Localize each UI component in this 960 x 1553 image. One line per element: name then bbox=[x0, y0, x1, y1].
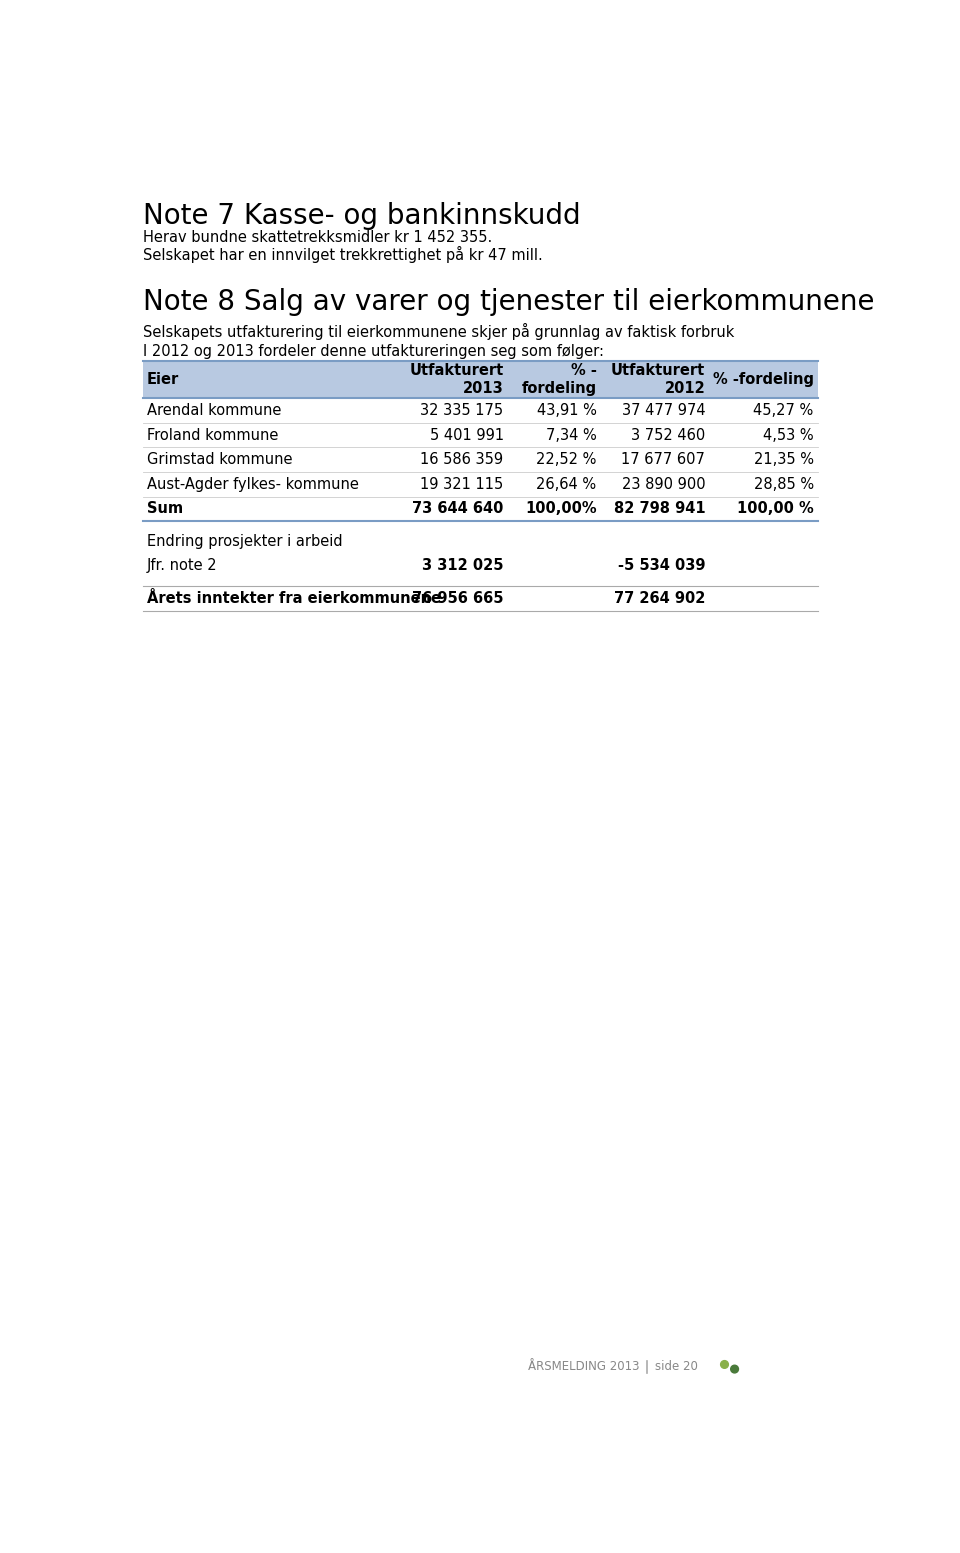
Text: 26,64 %: 26,64 % bbox=[537, 477, 596, 492]
Text: Eier: Eier bbox=[147, 373, 180, 387]
Circle shape bbox=[721, 1360, 729, 1368]
Text: 22,52 %: 22,52 % bbox=[537, 452, 596, 467]
Text: 19 321 115: 19 321 115 bbox=[420, 477, 504, 492]
Text: 37 477 974: 37 477 974 bbox=[621, 402, 706, 418]
Text: 45,27 %: 45,27 % bbox=[754, 402, 814, 418]
Text: Note 7 Kasse- og bankinnskudd: Note 7 Kasse- og bankinnskudd bbox=[143, 202, 581, 230]
Text: Årets inntekter fra eierkommunene: Årets inntekter fra eierkommunene bbox=[147, 590, 442, 606]
Text: 3 752 460: 3 752 460 bbox=[631, 427, 706, 443]
Text: 5 401 991: 5 401 991 bbox=[429, 427, 504, 443]
Text: 23 890 900: 23 890 900 bbox=[621, 477, 706, 492]
Text: 43,91 %: 43,91 % bbox=[537, 402, 596, 418]
Text: 82 798 941: 82 798 941 bbox=[613, 502, 706, 517]
Text: -5 534 039: -5 534 039 bbox=[617, 559, 706, 573]
Text: % -
fordeling: % - fordeling bbox=[521, 363, 596, 396]
Text: 21,35 %: 21,35 % bbox=[754, 452, 814, 467]
Text: Jfr. note 2: Jfr. note 2 bbox=[147, 559, 218, 573]
Text: 17 677 607: 17 677 607 bbox=[621, 452, 706, 467]
Text: 7,34 %: 7,34 % bbox=[546, 427, 596, 443]
Text: Note 8 Salg av varer og tjenester til eierkommunene: Note 8 Salg av varer og tjenester til ei… bbox=[143, 287, 875, 315]
Text: Aust-Agder fylkes- kommune: Aust-Agder fylkes- kommune bbox=[147, 477, 359, 492]
Bar bbox=[143, 362, 818, 398]
Text: 100,00 %: 100,00 % bbox=[737, 502, 814, 517]
Text: 32 335 175: 32 335 175 bbox=[420, 402, 504, 418]
Text: 3 312 025: 3 312 025 bbox=[422, 559, 504, 573]
Text: 28,85 %: 28,85 % bbox=[754, 477, 814, 492]
Text: 16 586 359: 16 586 359 bbox=[420, 452, 504, 467]
Text: Sum: Sum bbox=[147, 502, 183, 517]
Text: 77 264 902: 77 264 902 bbox=[613, 590, 706, 606]
Text: side 20: side 20 bbox=[655, 1360, 698, 1373]
Text: Selskapet har en innvilget trekkrettighet på kr 47 mill.: Selskapet har en innvilget trekkrettighe… bbox=[143, 245, 543, 262]
Circle shape bbox=[731, 1365, 738, 1373]
Text: 4,53 %: 4,53 % bbox=[763, 427, 814, 443]
Text: % -fordeling: % -fordeling bbox=[712, 373, 814, 387]
Text: Utfakturert
2013: Utfakturert 2013 bbox=[409, 363, 504, 396]
Text: 73 644 640: 73 644 640 bbox=[412, 502, 504, 517]
Text: I 2012 og 2013 fordeler denne utfaktureringen seg som følger:: I 2012 og 2013 fordeler denne utfakturer… bbox=[143, 345, 604, 359]
Text: Froland kommune: Froland kommune bbox=[147, 427, 278, 443]
Text: Selskapets utfakturering til eierkommunene skjer på grunnlag av faktisk forbruk: Selskapets utfakturering til eierkommune… bbox=[143, 323, 734, 340]
Text: Arendal kommune: Arendal kommune bbox=[147, 402, 281, 418]
Text: ÅRSMELDING 2013: ÅRSMELDING 2013 bbox=[528, 1360, 639, 1373]
Text: Endring prosjekter i arbeid: Endring prosjekter i arbeid bbox=[147, 534, 343, 548]
Text: Grimstad kommune: Grimstad kommune bbox=[147, 452, 293, 467]
Text: Herav bundne skattetrekksmidler kr 1 452 355.: Herav bundne skattetrekksmidler kr 1 452… bbox=[143, 230, 492, 245]
Text: 100,00%: 100,00% bbox=[525, 502, 596, 517]
Text: 76 956 665: 76 956 665 bbox=[412, 590, 504, 606]
Text: Utfakturert
2012: Utfakturert 2012 bbox=[611, 363, 706, 396]
